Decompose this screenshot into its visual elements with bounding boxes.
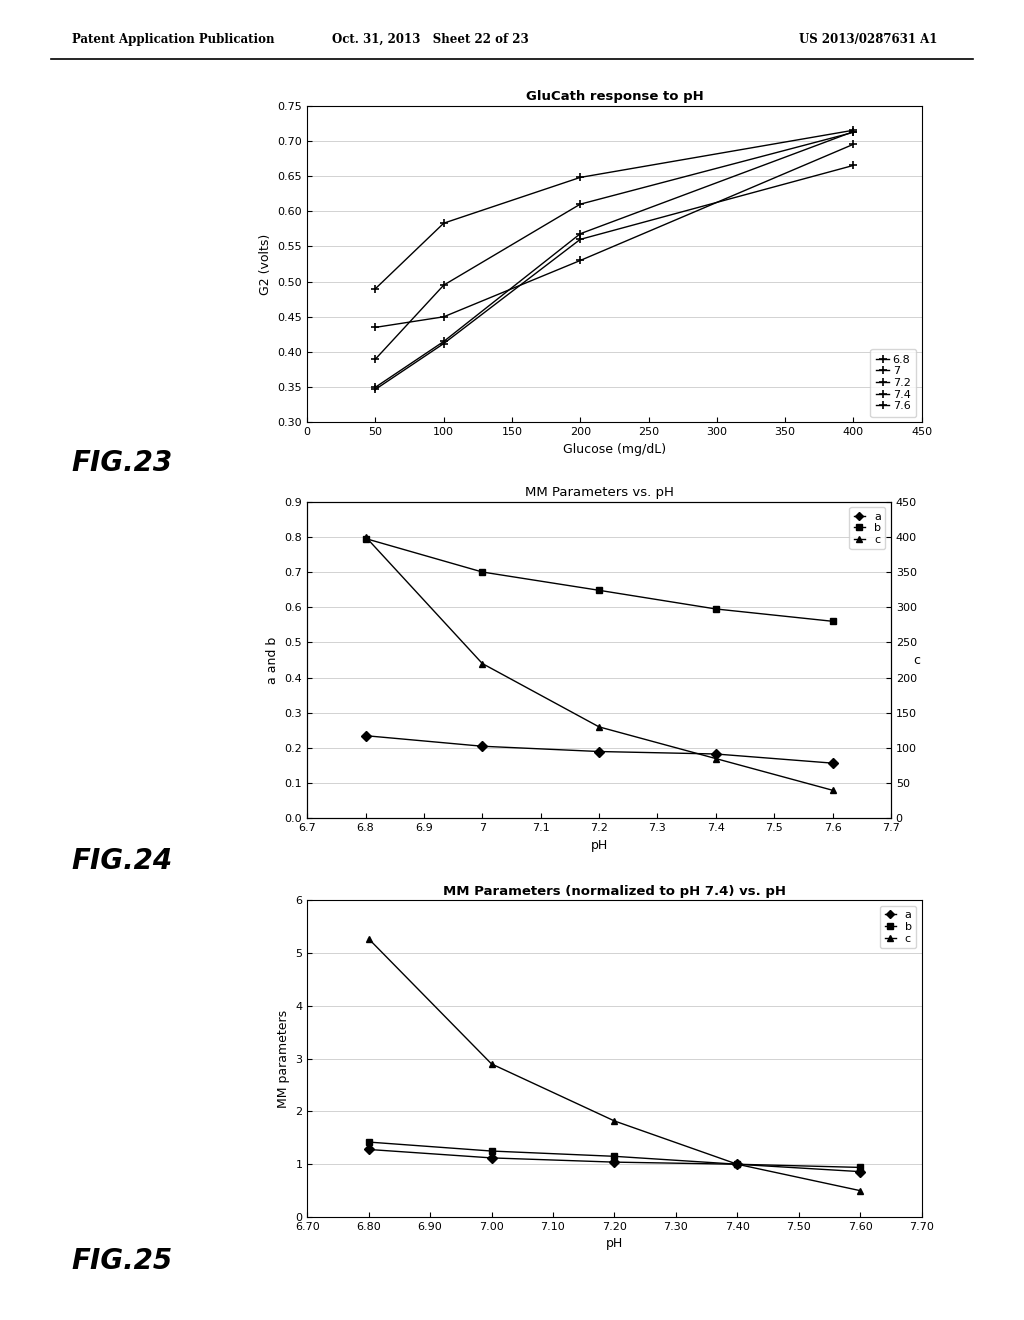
Title: GluCath response to pH: GluCath response to pH: [525, 90, 703, 103]
Text: FIG.24: FIG.24: [72, 847, 173, 875]
Text: Patent Application Publication: Patent Application Publication: [72, 33, 274, 46]
Legend: a, b, c: a, b, c: [881, 906, 916, 948]
Line: 7.4: 7.4: [372, 128, 857, 391]
b: [476, 564, 488, 579]
Y-axis label: a and b: a and b: [266, 636, 279, 684]
b: [731, 1156, 743, 1172]
b: [485, 1143, 498, 1159]
7.2: [370, 281, 382, 297]
7: [574, 197, 587, 213]
X-axis label: pH: pH: [606, 1237, 623, 1250]
c: [593, 719, 605, 735]
7.2: [437, 215, 450, 231]
Line: 7.2: 7.2: [372, 127, 857, 293]
7.6: [370, 381, 382, 397]
b: [710, 601, 722, 616]
7.4: [574, 226, 587, 242]
Y-axis label: MM parameters: MM parameters: [276, 1010, 290, 1107]
X-axis label: pH: pH: [591, 838, 607, 851]
a: [826, 755, 839, 771]
7.6: [574, 231, 587, 247]
b: [826, 614, 839, 630]
Line: 6.8: 6.8: [372, 140, 857, 331]
7: [847, 124, 859, 140]
a: [362, 1142, 375, 1158]
a: [854, 1164, 866, 1180]
6.8: [437, 309, 450, 325]
b: [362, 1134, 375, 1150]
7.2: [574, 169, 587, 185]
7.4: [437, 334, 450, 350]
Legend: a, b, c: a, b, c: [850, 507, 886, 549]
Line: b: b: [366, 1139, 863, 1171]
b: [608, 1148, 621, 1164]
Title: MM Parameters (normalized to pH 7.4) vs. pH: MM Parameters (normalized to pH 7.4) vs.…: [443, 884, 785, 898]
c: [710, 751, 722, 767]
a: [359, 727, 372, 743]
7.4: [370, 379, 382, 395]
a: [476, 738, 488, 754]
c: [362, 931, 375, 946]
c: [731, 1156, 743, 1172]
Text: FIG.23: FIG.23: [72, 449, 173, 477]
Line: 7: 7: [372, 128, 857, 363]
c: [359, 529, 372, 545]
a: [710, 746, 722, 762]
7: [437, 277, 450, 293]
b: [854, 1159, 866, 1175]
a: [731, 1156, 743, 1172]
Text: Oct. 31, 2013   Sheet 22 of 23: Oct. 31, 2013 Sheet 22 of 23: [332, 33, 528, 46]
Text: FIG.25: FIG.25: [72, 1247, 173, 1275]
a: [593, 743, 605, 759]
Y-axis label: G2 (volts): G2 (volts): [259, 234, 272, 294]
6.8: [370, 319, 382, 335]
c: [476, 656, 488, 672]
b: [359, 531, 372, 546]
Title: MM Parameters vs. pH: MM Parameters vs. pH: [524, 486, 674, 499]
c: [608, 1113, 621, 1129]
a: [485, 1150, 498, 1166]
6.8: [847, 136, 859, 152]
7: [370, 351, 382, 367]
Line: b: b: [362, 535, 836, 624]
Legend: 6.8, 7, 7.2, 7.4, 7.6: 6.8, 7, 7.2, 7.4, 7.6: [870, 348, 916, 417]
Line: a: a: [362, 733, 836, 767]
a: [608, 1154, 621, 1170]
c: [485, 1056, 498, 1072]
c: [854, 1183, 866, 1199]
Line: c: c: [362, 533, 836, 793]
Line: c: c: [366, 936, 863, 1195]
Text: US 2013/0287631 A1: US 2013/0287631 A1: [799, 33, 937, 46]
Line: 7.6: 7.6: [372, 161, 857, 393]
7.6: [437, 335, 450, 351]
7.6: [847, 157, 859, 173]
Text: c: c: [913, 653, 920, 667]
7.4: [847, 124, 859, 140]
X-axis label: Glucose (mg/dL): Glucose (mg/dL): [563, 442, 666, 455]
7.2: [847, 123, 859, 139]
c: [826, 783, 839, 799]
b: [593, 582, 605, 598]
Line: a: a: [366, 1146, 863, 1175]
6.8: [574, 252, 587, 268]
